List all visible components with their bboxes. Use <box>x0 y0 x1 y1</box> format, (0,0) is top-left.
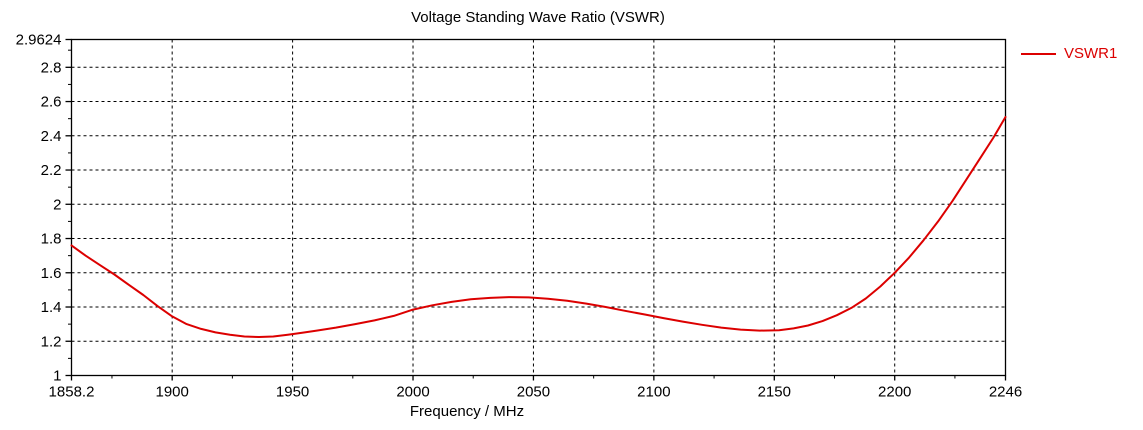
x-tick-label: 1858.2 <box>49 384 95 401</box>
y-tick-label: 2.4 <box>41 128 62 145</box>
y-tick-label: 1.4 <box>41 299 62 316</box>
chart-title: Voltage Standing Wave Ratio (VSWR) <box>411 9 665 26</box>
legend-line-vswr1 <box>1021 52 1056 55</box>
y-tick-label: 1 <box>53 368 61 385</box>
y-tick-label: 1.6 <box>41 265 62 282</box>
plot-frame <box>70 38 1007 377</box>
x-tick-label: 2150 <box>758 384 791 401</box>
x-tick-label: 2100 <box>637 384 670 401</box>
y-tick-label: 1.2 <box>41 333 62 350</box>
x-axis-label: Frequency / MHz <box>409 403 525 420</box>
legend-label-vswr1: VSWR1 <box>1064 45 1118 62</box>
x-tick-label: 2200 <box>878 384 911 401</box>
x-tick-label: 2246 <box>989 384 1022 401</box>
legend: VSWR1 <box>1021 45 1117 62</box>
y-tick-label: 2.2 <box>41 162 62 179</box>
y-tick-label: 2.9624 <box>16 32 62 49</box>
vswr-curve <box>70 116 1007 338</box>
x-tick-label: 2050 <box>517 384 550 401</box>
x-tick-label: 2000 <box>396 384 429 401</box>
y-tick-label: 1.8 <box>41 231 62 248</box>
x-tick-label: 1900 <box>155 384 188 401</box>
x-tick-label: 1950 <box>276 384 309 401</box>
y-tick-label: 2.6 <box>41 94 62 111</box>
y-tick-label: 2 <box>53 196 61 213</box>
y-tick-label: 2.8 <box>41 59 62 76</box>
